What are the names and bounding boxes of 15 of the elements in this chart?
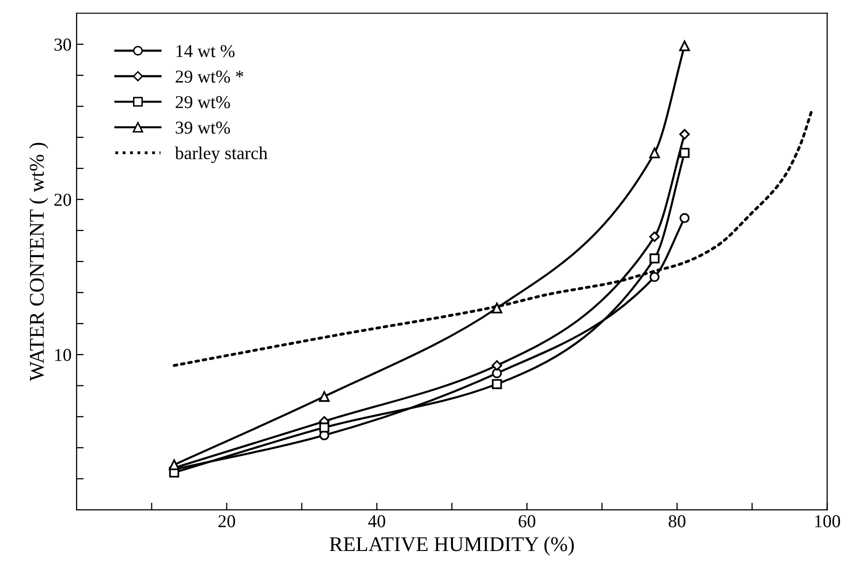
y-tick-label: 10 xyxy=(55,348,72,362)
x-tick-label: 80 xyxy=(668,515,686,528)
x-tick-label: 20 xyxy=(218,515,236,528)
x-tick-label: 40 xyxy=(368,515,386,528)
legend-label: 14 wt % xyxy=(176,45,235,58)
legend-label: 39 wt% xyxy=(176,122,230,134)
x-tick-label: 60 xyxy=(518,515,536,528)
y-tick-label: 30 xyxy=(54,38,72,51)
legend-label: 29 wt% * xyxy=(176,70,244,83)
x-tick-label: 100 xyxy=(815,515,840,528)
x-axis-title: RELATIVE HUMIDITY (%) xyxy=(330,536,574,556)
legend-label: 29 wt% xyxy=(176,96,230,108)
y-axis-title: WATER CONTENT ( wt% ) xyxy=(29,142,48,382)
legend-label: barley starch xyxy=(174,146,268,163)
y-tick-label: 20 xyxy=(54,194,72,206)
